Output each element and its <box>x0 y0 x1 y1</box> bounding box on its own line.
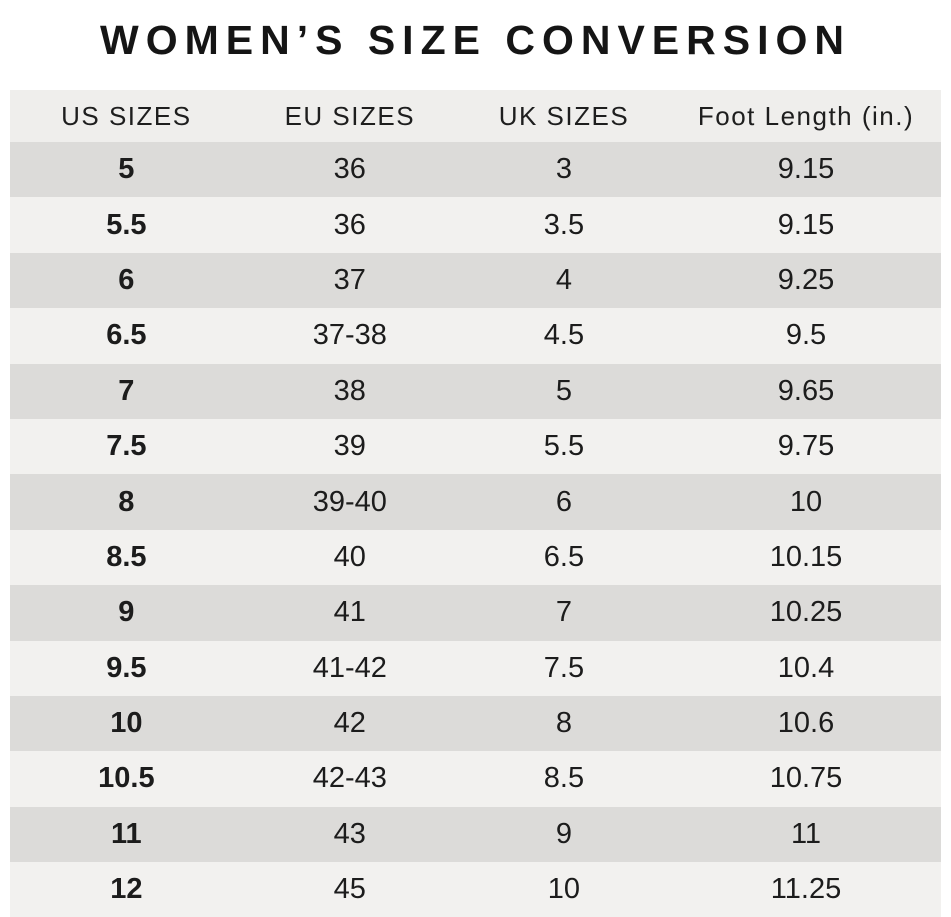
table-cell-us-sizes: 7 <box>118 374 135 407</box>
table-cell-uk-sizes: 10 <box>547 873 581 906</box>
table-cell-us-sizes: 10.5 <box>98 762 155 795</box>
table-cell-eu-sizes: 40 <box>333 540 366 573</box>
table-cell-foot-length: 9.25 <box>777 263 835 296</box>
column-header-eu-sizes: EU SIZES <box>242 90 457 142</box>
table-cell-uk-sizes: 9 <box>555 817 572 850</box>
table-cell-us-sizes: 5 <box>118 153 135 186</box>
table-cell-foot-length: 10.6 <box>777 707 835 740</box>
table-cell-eu-sizes: 42 <box>333 707 366 740</box>
table-cell-eu-sizes: 41 <box>333 596 366 629</box>
table-cell-foot-length: 10.25 <box>769 596 843 629</box>
table-cell-uk-sizes: 6.5 <box>543 540 585 573</box>
table-row: 11 43 9 11 <box>10 806 941 863</box>
table-cell-uk-sizes: 3.5 <box>543 208 585 241</box>
table-cell-eu-sizes: 42-43 <box>312 762 387 795</box>
table-cell-eu-sizes: 36 <box>333 208 366 241</box>
column-header-us-sizes: US SIZES <box>10 90 243 142</box>
table-cell-foot-length: 11 <box>790 817 822 850</box>
table-cell-foot-length: 9.15 <box>777 208 835 241</box>
table-cell-us-sizes: 11 <box>111 817 142 850</box>
table-cell-uk-sizes: 7.5 <box>543 651 585 684</box>
table-row: 5 36 3 9.15 <box>10 142 941 198</box>
table-row: 9.5 41-42 7.5 10.4 <box>10 640 941 696</box>
table-cell-foot-length: 9.75 <box>777 430 835 463</box>
table-cell-eu-sizes: 45 <box>333 873 366 906</box>
table-row: 6 37 4 9.25 <box>10 252 941 309</box>
table-row: 6.5 37-38 4.5 9.5 <box>10 308 941 364</box>
table-cell-uk-sizes: 8 <box>555 707 572 740</box>
table-header: US SIZES EU SIZES UK SIZES Foot Length (in.… <box>10 90 941 142</box>
table-cell-foot-length: 10.75 <box>769 762 843 795</box>
table-cell-us-sizes: 10 <box>110 707 143 740</box>
table-cell-uk-sizes: 4.5 <box>543 319 585 352</box>
page-title: WOMEN’S SIZE CONVERSION <box>100 17 851 63</box>
table-cell-eu-sizes: 38 <box>333 374 366 407</box>
table-cell-uk-sizes: 7 <box>555 596 572 629</box>
table-cell-us-sizes: 8.5 <box>106 540 147 573</box>
table-row: 10 42 8 10.6 <box>10 695 941 752</box>
table-cell-us-sizes: 8 <box>118 485 135 518</box>
table-cell-uk-sizes: 6 <box>555 485 572 518</box>
table-cell-us-sizes: 6.5 <box>106 319 147 352</box>
table-cell-us-sizes: 9 <box>118 596 135 629</box>
table-cell-uk-sizes: 8.5 <box>543 762 585 795</box>
column-header-foot-length: Foot Length (in.) <box>671 90 941 142</box>
table-row: 7 38 5 9.65 <box>10 363 941 419</box>
table-cell-uk-sizes: 5.5 <box>543 430 585 463</box>
table-cell-us-sizes: 6 <box>118 263 135 296</box>
table-cell-eu-sizes: 39-40 <box>312 485 387 518</box>
table-cell-eu-sizes: 37 <box>333 263 366 296</box>
table-row: 8.5 40 6.5 10.15 <box>10 529 941 586</box>
table-row: 5.5 36 3.5 9.15 <box>10 197 941 253</box>
table-cell-eu-sizes: 43 <box>333 817 366 850</box>
table-cell-eu-sizes: 37-38 <box>312 319 387 352</box>
table-cell-foot-length: 9.15 <box>777 153 835 186</box>
table-cell-us-sizes: 7.5 <box>106 430 147 463</box>
table-cell-eu-sizes: 39 <box>333 430 366 463</box>
table-row: 10.5 42-43 8.5 10.75 <box>10 751 941 807</box>
table-cell-us-sizes: 9.5 <box>106 651 147 684</box>
table-cell-foot-length: 10 <box>789 485 823 518</box>
table-row: 8 39-40 6 10 <box>10 474 941 530</box>
header-row: US SIZES EU SIZES UK SIZES Foot Length (in.… <box>10 90 941 142</box>
table-cell-uk-sizes: 4 <box>555 263 572 296</box>
column-header-uk-sizes: UK SIZES <box>456 90 671 142</box>
table-cell-foot-length: 10.15 <box>769 540 843 573</box>
table-cell-eu-sizes: 36 <box>333 153 366 186</box>
table-row: 7.5 39 5.5 9.75 <box>10 418 941 475</box>
table-cell-eu-sizes: 41-42 <box>312 651 387 684</box>
size-conversion-table: US SIZES EU SIZES UK SIZES Foot Length (in.… <box>10 90 941 917</box>
table-cell-us-sizes: 12 <box>110 873 143 906</box>
table-cell-foot-length: 11.25 <box>770 873 842 906</box>
table-cell-foot-length: 9.5 <box>785 319 827 352</box>
table-body: 5 36 3 9.15 5.5 36 3.5 9.15 6 37 4 9.25 6.5 37-38 4.5 9… <box>10 142 941 917</box>
table-cell-uk-sizes: 3 <box>555 153 572 186</box>
table-row: 9 41 7 10.25 <box>10 585 941 641</box>
table-cell-uk-sizes: 5 <box>555 374 572 407</box>
table-cell-foot-length: 10.4 <box>777 651 835 684</box>
table-cell-us-sizes: 5.5 <box>106 208 147 241</box>
table-row: 12 45 10 11.25 <box>10 862 941 917</box>
table-cell-foot-length: 9.65 <box>777 374 835 407</box>
